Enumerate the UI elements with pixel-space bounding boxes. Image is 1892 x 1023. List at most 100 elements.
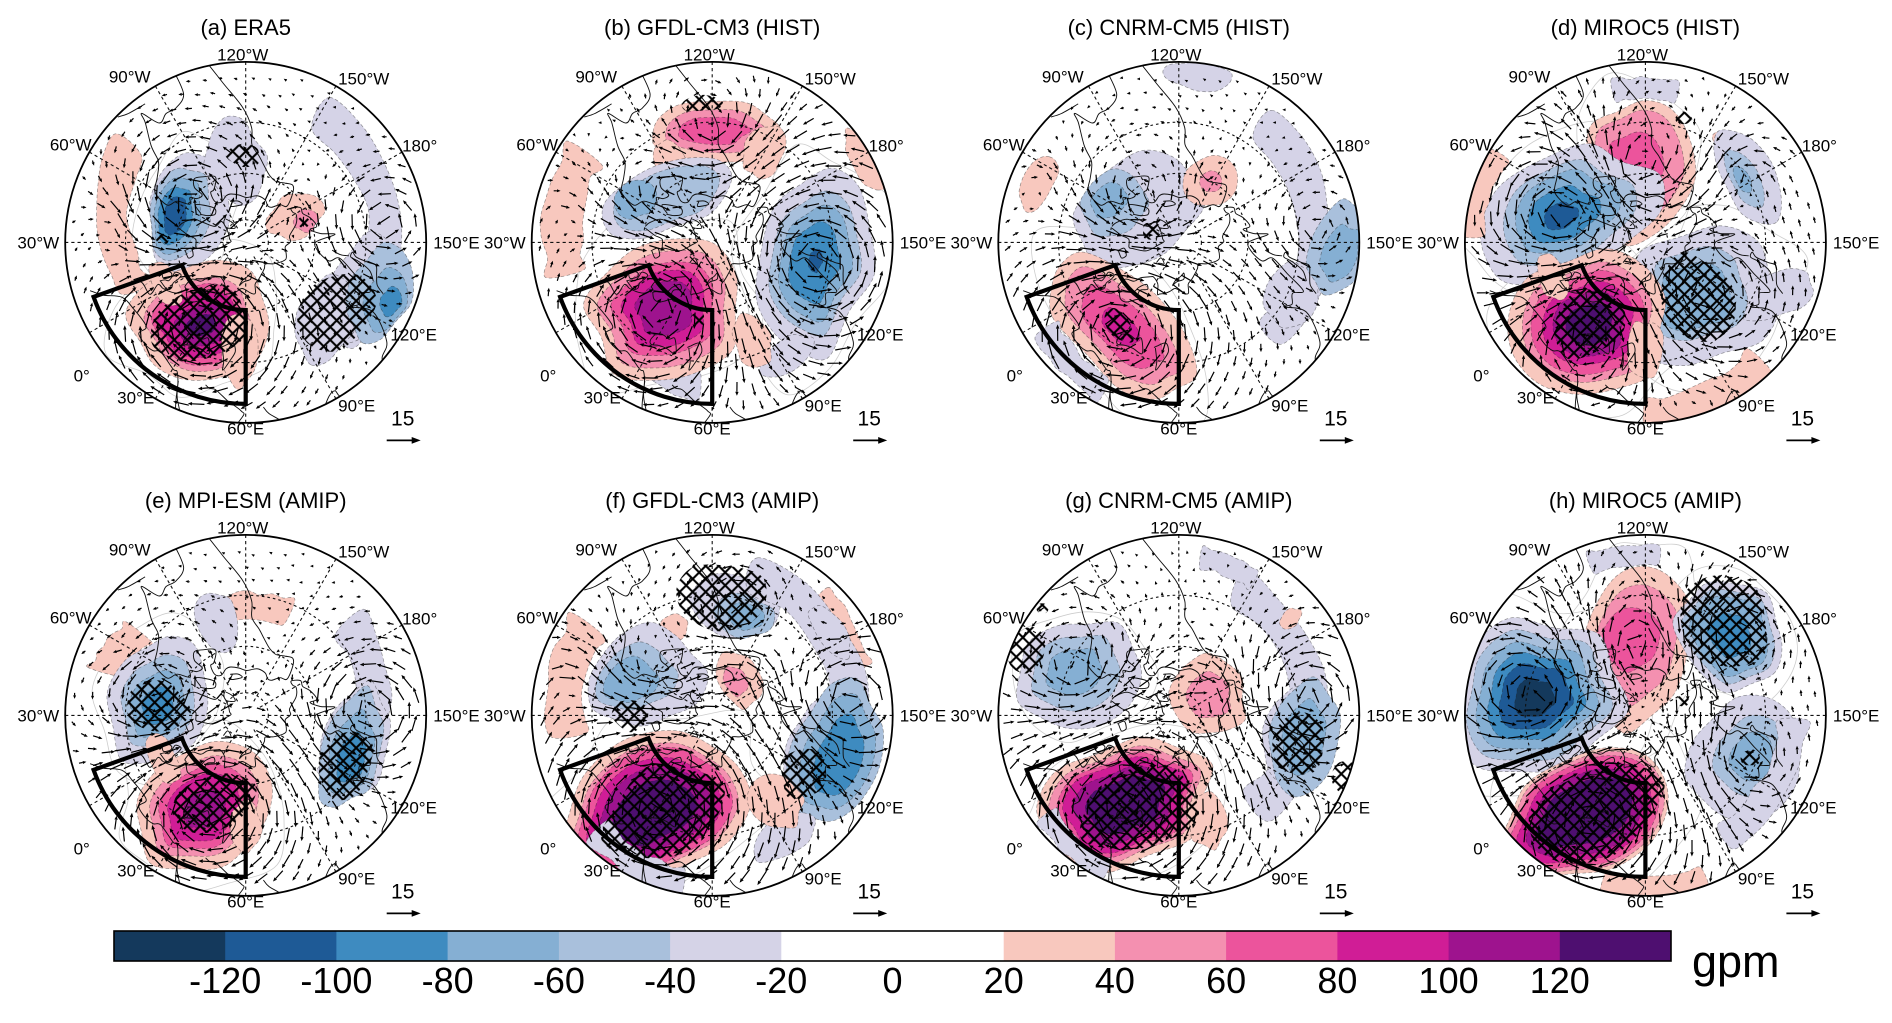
svg-text:30°E: 30°E	[1517, 861, 1554, 880]
svg-text:120°E: 120°E	[1324, 325, 1371, 344]
svg-text:120°E: 120°E	[1790, 798, 1837, 817]
svg-text:90°W: 90°W	[109, 540, 151, 559]
svg-text:180°: 180°	[1335, 609, 1370, 628]
svg-text:180°: 180°	[1802, 609, 1837, 628]
svg-text:120°E: 120°E	[390, 325, 437, 344]
svg-text:gpm: gpm	[1692, 936, 1780, 987]
svg-text:(g) CNRM-CM5 (AMIP): (g) CNRM-CM5 (AMIP)	[1065, 488, 1292, 513]
svg-text:90°E: 90°E	[1738, 869, 1775, 888]
svg-text:90°E: 90°E	[805, 396, 842, 415]
svg-text:90°W: 90°W	[575, 540, 617, 559]
svg-text:60°E: 60°E	[1160, 892, 1197, 911]
svg-text:(b) GFDL-CM3 (HIST): (b) GFDL-CM3 (HIST)	[604, 15, 820, 40]
svg-text:150°E: 150°E	[900, 233, 947, 252]
svg-text:(a) ERA5: (a) ERA5	[200, 15, 290, 40]
svg-text:60°E: 60°E	[694, 892, 731, 911]
svg-text:60°W: 60°W	[983, 135, 1025, 154]
svg-text:150°E: 150°E	[433, 233, 480, 252]
svg-text:60°E: 60°E	[1160, 419, 1197, 438]
svg-text:120°E: 120°E	[857, 325, 904, 344]
svg-text:90°W: 90°W	[1042, 67, 1084, 86]
svg-text:120°E: 120°E	[390, 798, 437, 817]
svg-text:90°W: 90°W	[1042, 540, 1084, 559]
svg-text:90°E: 90°E	[1271, 396, 1308, 415]
svg-text:0°: 0°	[1007, 366, 1023, 385]
svg-text:-120: -120	[189, 960, 261, 1001]
svg-text:150°E: 150°E	[1833, 706, 1880, 725]
svg-text:30°E: 30°E	[1050, 388, 1087, 407]
svg-text:30°W: 30°W	[951, 233, 993, 252]
svg-text:30°W: 30°W	[1417, 233, 1459, 252]
svg-text:150°E: 150°E	[1366, 706, 1413, 725]
svg-text:90°E: 90°E	[1271, 869, 1308, 888]
svg-text:30°E: 30°E	[584, 388, 621, 407]
svg-text:120°W: 120°W	[1150, 518, 1201, 537]
svg-text:15: 15	[1324, 407, 1347, 430]
svg-text:60°W: 60°W	[1450, 135, 1492, 154]
svg-text:150°W: 150°W	[1271, 542, 1322, 561]
svg-text:180°: 180°	[1335, 136, 1370, 155]
svg-text:15: 15	[1791, 880, 1814, 903]
svg-text:0°: 0°	[74, 839, 90, 858]
svg-text:0°: 0°	[1473, 366, 1489, 385]
svg-text:0°: 0°	[74, 366, 90, 385]
svg-text:30°E: 30°E	[117, 861, 154, 880]
svg-text:120°W: 120°W	[217, 45, 268, 64]
svg-text:180°: 180°	[402, 609, 437, 628]
svg-text:90°W: 90°W	[1509, 67, 1551, 86]
svg-text:120°E: 120°E	[1324, 798, 1371, 817]
svg-text:120°W: 120°W	[684, 45, 735, 64]
svg-text:60°W: 60°W	[50, 135, 92, 154]
svg-text:0°: 0°	[540, 366, 556, 385]
svg-text:180°: 180°	[402, 136, 437, 155]
svg-text:90°E: 90°E	[1738, 396, 1775, 415]
svg-text:30°W: 30°W	[17, 233, 59, 252]
svg-text:90°E: 90°E	[805, 869, 842, 888]
svg-text:180°: 180°	[869, 136, 904, 155]
svg-text:(f) GFDL-CM3 (AMIP): (f) GFDL-CM3 (AMIP)	[605, 488, 819, 513]
svg-text:30°W: 30°W	[484, 706, 526, 725]
svg-text:60°W: 60°W	[50, 608, 92, 627]
svg-text:150°E: 150°E	[433, 706, 480, 725]
svg-text:(e) MPI-ESM (AMIP): (e) MPI-ESM (AMIP)	[145, 488, 347, 513]
svg-text:30°W: 30°W	[17, 706, 59, 725]
svg-text:150°E: 150°E	[1366, 233, 1413, 252]
svg-text:60°E: 60°E	[227, 419, 264, 438]
svg-text:60°W: 60°W	[983, 608, 1025, 627]
svg-text:120°W: 120°W	[1150, 45, 1201, 64]
svg-text:40: 40	[1095, 960, 1135, 1001]
svg-text:120: 120	[1530, 960, 1590, 1001]
svg-text:120°W: 120°W	[1617, 518, 1668, 537]
svg-text:(h) MIROC5 (AMIP): (h) MIROC5 (AMIP)	[1549, 488, 1742, 513]
svg-text:30°W: 30°W	[1417, 706, 1459, 725]
svg-text:30°E: 30°E	[1517, 388, 1554, 407]
svg-text:0: 0	[882, 960, 902, 1001]
svg-text:30°E: 30°E	[117, 388, 154, 407]
svg-text:-60: -60	[533, 960, 585, 1001]
svg-text:60°W: 60°W	[516, 608, 558, 627]
svg-text:15: 15	[858, 407, 881, 430]
svg-text:15: 15	[391, 407, 414, 430]
svg-text:150°W: 150°W	[1271, 69, 1322, 88]
svg-text:15: 15	[858, 880, 881, 903]
svg-text:-100: -100	[300, 960, 372, 1001]
svg-text:0°: 0°	[1007, 839, 1023, 858]
svg-text:-40: -40	[644, 960, 696, 1001]
svg-text:180°: 180°	[869, 609, 904, 628]
svg-text:30°W: 30°W	[951, 706, 993, 725]
svg-text:150°E: 150°E	[900, 706, 947, 725]
svg-text:90°E: 90°E	[338, 869, 375, 888]
svg-text:150°W: 150°W	[338, 69, 389, 88]
svg-text:(c) CNRM-CM5 (HIST): (c) CNRM-CM5 (HIST)	[1068, 15, 1290, 40]
svg-text:(d) MIROC5 (HIST): (d) MIROC5 (HIST)	[1551, 15, 1740, 40]
svg-text:80: 80	[1317, 960, 1357, 1001]
svg-text:90°W: 90°W	[1509, 540, 1551, 559]
svg-text:15: 15	[1324, 880, 1347, 903]
svg-text:30°E: 30°E	[584, 861, 621, 880]
svg-text:60°E: 60°E	[694, 419, 731, 438]
svg-text:30°W: 30°W	[484, 233, 526, 252]
svg-text:150°W: 150°W	[1738, 542, 1789, 561]
svg-text:150°W: 150°W	[805, 69, 856, 88]
svg-text:120°W: 120°W	[684, 518, 735, 537]
svg-text:-80: -80	[422, 960, 474, 1001]
